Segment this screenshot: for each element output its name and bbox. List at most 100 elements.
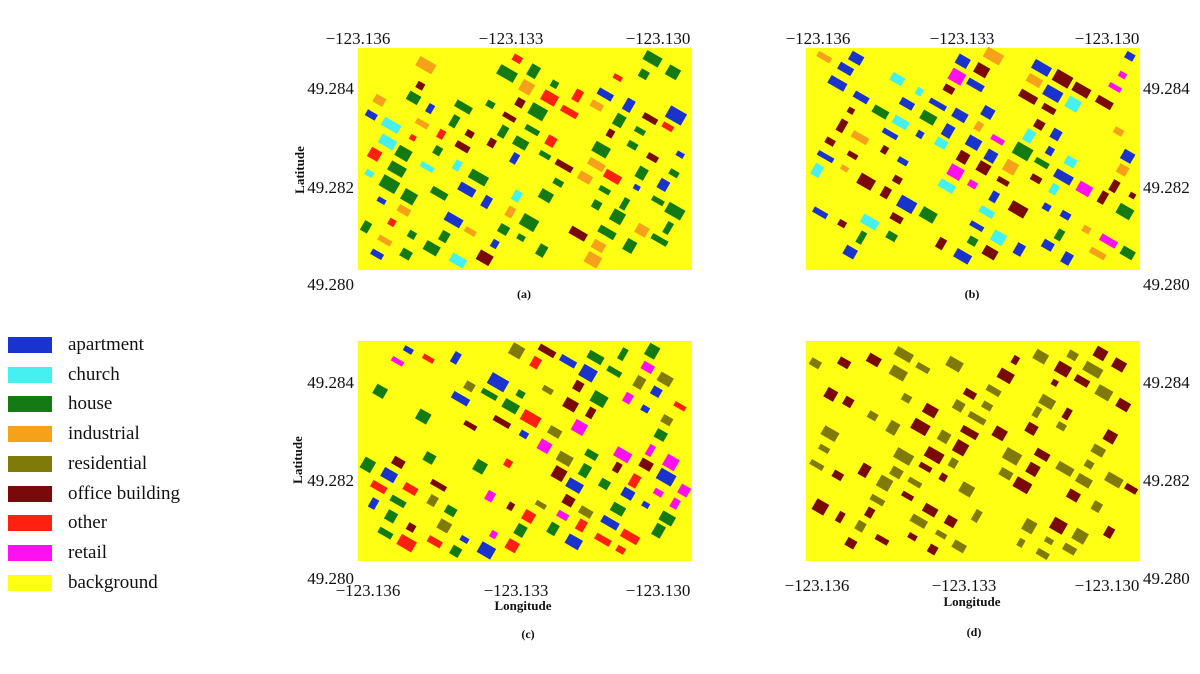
building-footprint xyxy=(811,498,830,516)
building-footprint xyxy=(841,395,855,409)
building-footprint xyxy=(421,353,435,364)
building-footprint xyxy=(609,501,627,517)
building-footprint xyxy=(408,133,417,142)
building-footprint xyxy=(934,236,948,251)
building-footprint xyxy=(618,196,631,211)
building-footprint xyxy=(856,172,877,191)
building-footprint xyxy=(649,385,663,399)
building-footprint xyxy=(1115,202,1135,221)
building-footprint xyxy=(958,481,976,498)
building-footprint xyxy=(650,195,665,207)
building-footprint xyxy=(1016,537,1026,548)
building-footprint xyxy=(1096,190,1110,205)
building-footprint xyxy=(892,447,915,466)
building-footprint xyxy=(865,352,882,368)
building-footprint xyxy=(464,128,475,139)
building-footprint xyxy=(658,510,677,527)
building-footprint xyxy=(484,489,497,503)
y-tick-a-2: 49.282 xyxy=(307,178,354,197)
building-footprint xyxy=(817,443,831,455)
building-footprint xyxy=(947,457,959,470)
building-footprint xyxy=(969,220,985,233)
building-footprint xyxy=(875,474,894,492)
building-footprint xyxy=(1053,228,1066,242)
building-footprint xyxy=(910,417,931,437)
building-footprint xyxy=(644,443,656,458)
building-footprint xyxy=(536,438,553,455)
building-footprint xyxy=(472,458,489,475)
building-footprint xyxy=(1055,421,1068,432)
building-footprint xyxy=(564,533,583,551)
building-footprint xyxy=(661,121,675,133)
building-footprint xyxy=(386,160,407,178)
building-footprint xyxy=(1065,488,1081,503)
building-footprint xyxy=(552,177,565,188)
building-footprint xyxy=(964,134,983,152)
building-footprint xyxy=(508,152,521,165)
building-footprint xyxy=(377,234,393,247)
building-footprint xyxy=(1075,180,1094,198)
building-footprint xyxy=(1007,200,1029,219)
building-footprint xyxy=(888,364,909,382)
building-footprint xyxy=(1112,126,1125,137)
building-footprint xyxy=(879,185,893,200)
building-footprint xyxy=(834,510,846,524)
building-footprint xyxy=(443,211,464,229)
building-footprint xyxy=(577,505,594,519)
building-footprint xyxy=(951,439,970,457)
building-footprint xyxy=(615,544,627,555)
building-footprint xyxy=(640,360,656,375)
building-footprint xyxy=(489,238,500,250)
building-footprint xyxy=(586,156,606,173)
building-footprint xyxy=(1048,516,1068,535)
legend-swatch xyxy=(8,366,52,383)
building-footprint xyxy=(907,476,923,489)
building-footprint xyxy=(504,538,520,554)
building-footprint xyxy=(556,509,570,522)
building-footprint xyxy=(589,99,605,112)
building-footprint xyxy=(951,539,968,554)
building-footprint xyxy=(824,136,836,147)
building-footprint xyxy=(539,89,560,107)
building-footprint xyxy=(1032,348,1050,365)
y-axis-label-c: Latitude xyxy=(290,436,305,484)
building-footprint xyxy=(650,522,666,539)
building-footprint xyxy=(955,149,971,165)
building-footprint xyxy=(600,514,620,531)
building-footprint xyxy=(1038,393,1057,411)
building-footprint xyxy=(541,384,554,396)
map-panel-c-background xyxy=(358,341,692,561)
building-footprint xyxy=(919,109,938,126)
building-footprint xyxy=(669,497,681,510)
building-footprint xyxy=(589,390,609,409)
building-footprint xyxy=(846,150,859,161)
building-footprint xyxy=(370,248,385,261)
building-footprint xyxy=(496,64,518,83)
building-footprint xyxy=(565,477,584,494)
building-footprint xyxy=(422,240,441,257)
building-footprint xyxy=(643,342,661,360)
x-tick-bottom-c-3: −123.130 xyxy=(626,581,691,600)
building-footprint xyxy=(1115,163,1130,177)
building-footprint xyxy=(1048,182,1060,196)
building-footprint xyxy=(1018,88,1039,106)
building-footprint xyxy=(850,130,870,146)
building-footprint xyxy=(1102,428,1119,445)
building-footprint xyxy=(967,410,987,426)
building-footprint xyxy=(435,128,447,140)
building-footprint xyxy=(620,486,636,501)
building-footprint xyxy=(1011,141,1034,162)
building-footprint xyxy=(874,533,890,546)
building-footprint xyxy=(898,96,916,111)
caption-c: (c) xyxy=(521,627,534,641)
buildings-panel-a xyxy=(359,49,688,269)
building-footprint xyxy=(973,62,991,79)
building-footprint xyxy=(1044,145,1056,157)
building-footprint xyxy=(1031,405,1043,419)
building-footprint xyxy=(453,99,473,115)
building-footprint xyxy=(1073,373,1091,388)
building-footprint xyxy=(561,493,576,508)
building-footprint xyxy=(372,383,389,400)
building-footprint xyxy=(515,389,526,400)
building-footprint xyxy=(966,77,985,93)
